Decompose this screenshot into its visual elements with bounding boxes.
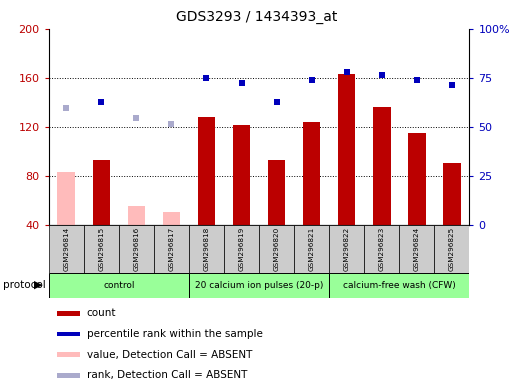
- Bar: [57, 172, 75, 225]
- Bar: [224, 225, 259, 273]
- Point: [448, 82, 456, 88]
- Bar: [163, 212, 180, 225]
- Point: [202, 74, 210, 81]
- Bar: [364, 225, 399, 273]
- Bar: [128, 206, 145, 225]
- Point: [412, 77, 421, 83]
- Bar: [443, 164, 461, 225]
- Text: GSM296815: GSM296815: [98, 227, 104, 271]
- Text: GSM296817: GSM296817: [168, 227, 174, 271]
- Text: GSM296820: GSM296820: [273, 227, 280, 271]
- Text: GSM296816: GSM296816: [133, 227, 140, 271]
- Point: [343, 69, 351, 75]
- Point: [238, 79, 246, 86]
- Bar: [189, 273, 329, 298]
- Text: GDS3293 / 1434393_at: GDS3293 / 1434393_at: [176, 10, 337, 23]
- Point: [272, 99, 281, 105]
- Bar: [49, 225, 84, 273]
- Bar: [189, 225, 224, 273]
- Bar: [268, 160, 285, 225]
- Text: GSM296822: GSM296822: [344, 227, 350, 271]
- Bar: [84, 225, 119, 273]
- Bar: [329, 225, 364, 273]
- Text: 20 calcium ion pulses (20-p): 20 calcium ion pulses (20-p): [195, 281, 323, 290]
- Text: percentile rank within the sample: percentile rank within the sample: [87, 329, 263, 339]
- Bar: [154, 225, 189, 273]
- Point: [378, 72, 386, 78]
- Text: GSM296819: GSM296819: [239, 227, 245, 271]
- Bar: [57, 311, 80, 316]
- Text: count: count: [87, 308, 116, 318]
- Text: value, Detection Call = ABSENT: value, Detection Call = ABSENT: [87, 349, 252, 360]
- Bar: [373, 107, 390, 225]
- Bar: [435, 225, 469, 273]
- Text: control: control: [103, 281, 134, 290]
- Point: [167, 121, 175, 127]
- Bar: [92, 160, 110, 225]
- Bar: [408, 133, 426, 225]
- Bar: [259, 225, 294, 273]
- Point: [62, 105, 70, 111]
- Point: [307, 77, 315, 83]
- Bar: [57, 373, 80, 378]
- Bar: [198, 117, 215, 225]
- Text: rank, Detection Call = ABSENT: rank, Detection Call = ABSENT: [87, 370, 247, 381]
- Text: GSM296821: GSM296821: [309, 227, 314, 271]
- Text: GSM296814: GSM296814: [63, 227, 69, 271]
- Point: [132, 115, 141, 121]
- Text: calcium-free wash (CFW): calcium-free wash (CFW): [343, 281, 456, 290]
- Bar: [303, 122, 321, 225]
- Text: GSM296825: GSM296825: [449, 227, 455, 271]
- Text: GSM296823: GSM296823: [379, 227, 385, 271]
- Text: GSM296818: GSM296818: [204, 227, 209, 271]
- Text: GSM296824: GSM296824: [414, 227, 420, 271]
- Bar: [57, 352, 80, 357]
- Bar: [57, 331, 80, 336]
- Text: ▶: ▶: [34, 280, 43, 290]
- Bar: [119, 225, 154, 273]
- Bar: [233, 126, 250, 225]
- Text: protocol: protocol: [3, 280, 45, 290]
- Bar: [338, 74, 356, 225]
- Bar: [49, 273, 189, 298]
- Point: [97, 99, 105, 105]
- Bar: [329, 273, 469, 298]
- Bar: [399, 225, 435, 273]
- Bar: [294, 225, 329, 273]
